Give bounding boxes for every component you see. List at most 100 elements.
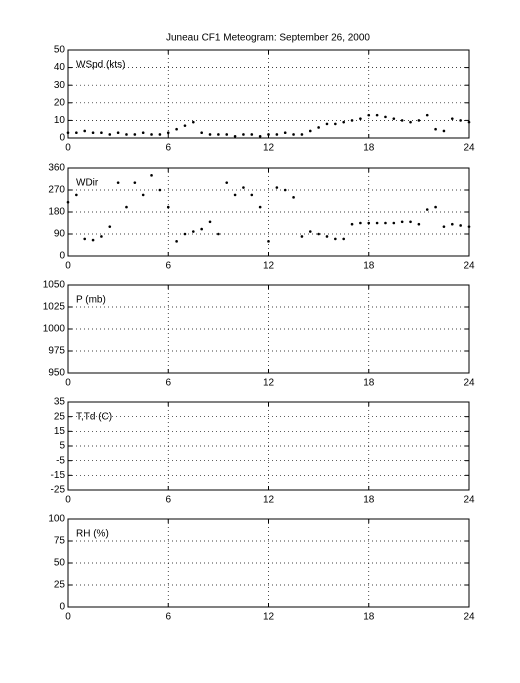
- panel-label: P (mb): [76, 295, 106, 306]
- wind-dot: [75, 131, 78, 135]
- wind-dot: [359, 221, 362, 225]
- wind-dot: [300, 133, 304, 136]
- wind-dot: [350, 222, 354, 226]
- wind-dot: [400, 119, 404, 122]
- wind-dot: [192, 120, 195, 124]
- wind-dot: [217, 232, 220, 236]
- wind-dot: [175, 127, 178, 131]
- wind-dot: [367, 221, 371, 225]
- wind-dot: [367, 113, 371, 117]
- wind-dot: [375, 113, 379, 117]
- wind-dot: [267, 240, 270, 243]
- wind-dot: [275, 133, 279, 136]
- wind-dot: [125, 205, 128, 209]
- x-tick-label: 0: [65, 143, 71, 154]
- panel-label: WDir: [76, 178, 99, 189]
- wind-dot: [459, 224, 462, 227]
- wind-dot: [459, 119, 462, 122]
- x-tick-label: 6: [165, 378, 171, 389]
- x-tick-label: 24: [463, 378, 475, 389]
- wind-dot: [116, 131, 120, 135]
- wind-dot: [200, 131, 203, 135]
- y-tick-label: 0: [59, 251, 65, 262]
- wind-dot: [334, 122, 337, 126]
- wind-dot: [300, 235, 304, 238]
- y-tick-label: 360: [48, 163, 65, 174]
- wind-dot: [317, 126, 320, 129]
- x-tick-label: 0: [65, 261, 71, 272]
- wind-dot: [233, 193, 237, 197]
- wind-dot: [342, 237, 345, 241]
- x-tick-label: 24: [463, 612, 475, 623]
- y-tick-label: 15: [54, 426, 66, 437]
- wind-dot: [83, 129, 87, 133]
- x-tick-label: 24: [463, 261, 475, 272]
- wind-dot: [208, 133, 212, 136]
- wind-dot: [258, 134, 262, 138]
- wind-dot: [91, 238, 95, 242]
- x-tick-label: 18: [363, 378, 375, 389]
- wind-dot: [425, 113, 429, 117]
- wind-dot: [83, 237, 87, 241]
- wind-dot: [66, 200, 70, 204]
- wind-dot: [317, 232, 320, 236]
- x-tick-label: 6: [165, 612, 171, 623]
- wind-dot: [66, 131, 70, 135]
- wind-dot: [384, 221, 387, 225]
- wind-dot: [417, 119, 421, 122]
- y-tick-label: 50: [54, 45, 66, 56]
- x-tick-label: 18: [363, 612, 375, 623]
- x-tick-label: 18: [363, 143, 375, 154]
- wind-dot: [183, 232, 187, 236]
- panel-label: WSpd (kts): [76, 60, 125, 71]
- y-tick-label: 5: [59, 441, 65, 452]
- wind-dot: [384, 115, 387, 119]
- y-tick-label: 50: [54, 558, 66, 569]
- wind-dot: [442, 225, 446, 228]
- x-tick-label: 12: [263, 261, 275, 272]
- wind-dot: [292, 133, 295, 136]
- wind-dot: [334, 237, 337, 241]
- wind-dot: [192, 230, 195, 233]
- wind-dot: [409, 220, 412, 224]
- wind-dot: [375, 221, 379, 225]
- wind-dot: [350, 119, 354, 122]
- y-tick-label: 40: [54, 62, 66, 73]
- x-tick-label: 18: [363, 495, 375, 506]
- wind-dot: [417, 222, 421, 226]
- x-tick-label: 0: [65, 495, 71, 506]
- wind-dot: [442, 129, 446, 133]
- wind-dot: [434, 205, 437, 209]
- x-tick-label: 0: [65, 378, 71, 389]
- wind-dot: [91, 131, 95, 135]
- x-tick-label: 24: [463, 495, 475, 506]
- panel-label: T,Td (C): [76, 412, 112, 423]
- wind-dot: [400, 220, 404, 224]
- wind-dot: [217, 133, 220, 136]
- wind-dot: [100, 131, 103, 135]
- chart-title: Juneau CF1 Meteogram: September 26, 2000: [166, 33, 370, 44]
- y-tick-label: 30: [54, 80, 66, 91]
- wind-dot: [409, 120, 412, 124]
- wind-dot: [292, 196, 295, 199]
- y-tick-label: 975: [48, 346, 65, 357]
- wind-dot: [434, 127, 437, 131]
- y-tick-label: 25: [54, 580, 66, 591]
- wind-dot: [158, 188, 162, 192]
- y-tick-label: 1025: [43, 302, 66, 313]
- wind-dot: [250, 133, 254, 136]
- wind-dot: [242, 186, 245, 189]
- x-tick-label: 24: [463, 143, 475, 154]
- wind-dot: [75, 193, 78, 197]
- wind-dot: [141, 193, 145, 197]
- wind-dot: [342, 120, 345, 124]
- wind-dot: [158, 133, 162, 136]
- wind-dot: [283, 188, 287, 192]
- wind-dot: [325, 235, 329, 238]
- y-tick-label: 100: [48, 514, 65, 525]
- wind-dot: [175, 240, 178, 243]
- y-tick-label: 0: [59, 602, 65, 613]
- wind-dot: [225, 133, 229, 136]
- y-tick-label: 1000: [43, 324, 66, 335]
